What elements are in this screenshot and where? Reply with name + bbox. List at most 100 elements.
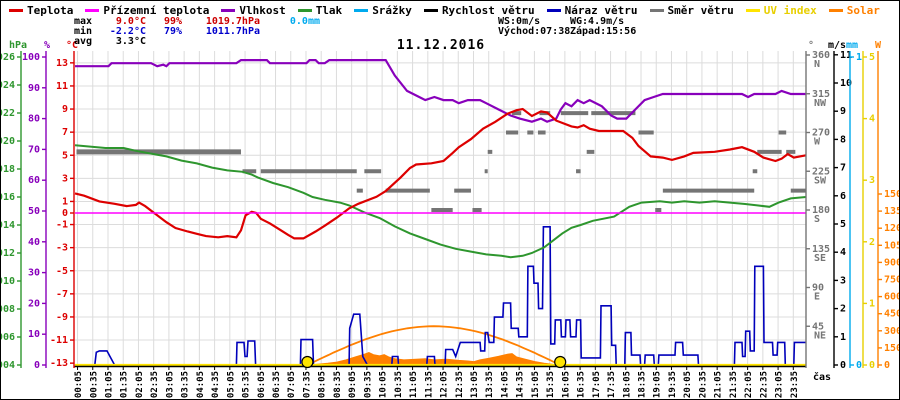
svg-text:150: 150: [884, 343, 899, 354]
legend-item-1: Teplota: [9, 4, 73, 17]
legend-swatch: [85, 9, 100, 12]
svg-text:1: 1: [856, 52, 862, 63]
svg-text:450: 450: [884, 309, 899, 320]
svg-text:-5: -5: [56, 266, 68, 277]
x-tick-label: 05:35: [242, 371, 252, 398]
x-tick-label: 20:35: [698, 371, 708, 398]
x-tick-label: 14:05: [500, 371, 510, 398]
x-axis-labels: 00:05 00:35 01:05 01:35 02:05 02:35 03:05 03:35…: [74, 367, 831, 398]
svg-text:-1: -1: [56, 220, 68, 231]
x-tick-label: 09:05: [348, 371, 358, 398]
uv-axis: 5 4 3 2 1 0: [862, 51, 875, 371]
svg-text:°C: °C: [66, 40, 78, 51]
solar-axis: W15001350120010509007506004503001500: [875, 40, 899, 371]
svg-text:0: 0: [884, 360, 890, 371]
x-tick-label: 13:05: [470, 371, 480, 398]
legend-swatch: [745, 9, 760, 12]
sunrise-marker: [301, 355, 314, 369]
x-tick-label: 18:05: [622, 371, 632, 398]
svg-text:11: 11: [840, 50, 852, 61]
legend-label: Teplota: [27, 4, 74, 17]
x-tick-label: 20:05: [683, 371, 693, 398]
x-tick-label: 12:35: [455, 371, 465, 398]
svg-text:1050: 1050: [884, 240, 899, 251]
svg-text:1500: 1500: [884, 189, 899, 200]
svg-text:1010: 1010: [1, 276, 15, 287]
humidity-line: [75, 58, 806, 123]
x-tick-label: 09:35: [363, 371, 373, 398]
svg-text:1: 1: [62, 196, 68, 207]
x-tick-label: 19:05: [653, 371, 663, 398]
svg-text:20: 20: [28, 298, 40, 309]
stats-row-min: min -2.2°C 79% 1011.7hPa: [74, 27, 320, 37]
svg-text:7: 7: [840, 163, 846, 174]
svg-text:%: %: [44, 40, 50, 51]
max-label: max: [74, 16, 93, 27]
legend-item-4: Tlak: [297, 4, 343, 17]
svg-text:40: 40: [28, 237, 40, 248]
x-tick-label: 13:35: [485, 371, 495, 398]
svg-text:50: 50: [28, 206, 40, 217]
svg-text:0: 0: [856, 360, 862, 371]
x-tick-label: 06:05: [257, 371, 267, 398]
svg-text:900: 900: [884, 257, 899, 268]
svg-text:135: 135: [812, 244, 830, 255]
svg-text:315: 315: [812, 89, 830, 100]
svg-text:1200: 1200: [884, 223, 899, 234]
x-tick-label: 17:05: [592, 371, 602, 398]
wind-gust-stat: WG:4.9m/s: [570, 16, 625, 27]
svg-text:1018: 1018: [1, 164, 15, 175]
svg-text:-7: -7: [56, 289, 68, 300]
svg-text:1026: 1026: [1, 52, 15, 63]
x-tick-label: 23:05: [775, 371, 785, 398]
svg-text:100: 100: [22, 52, 40, 63]
svg-text:270: 270: [812, 128, 830, 139]
x-tick-label: 07:05: [287, 371, 297, 398]
svg-text:70: 70: [28, 144, 40, 155]
svg-text:m/s: m/s: [828, 40, 846, 51]
legend-item-5: Srážky: [354, 4, 412, 17]
x-tick-label: 08:05: [318, 371, 328, 398]
x-tick-label: 21:35: [729, 371, 739, 398]
svg-text:-3: -3: [56, 243, 68, 254]
x-tick-label: 11:35: [424, 371, 434, 398]
legend-swatch: [649, 9, 664, 12]
svg-text:300: 300: [884, 326, 899, 337]
stats-row-max: max 9.0°C 99% 1019.7hPa 0.0mm: [74, 17, 320, 27]
svg-text:1350: 1350: [884, 206, 899, 217]
sunrise-time: Východ:07:38: [498, 26, 571, 37]
x-tick-label: 04:35: [211, 371, 221, 398]
legend-swatch: [221, 9, 236, 12]
chart-title: 11.12.2016: [396, 38, 486, 53]
wind-direction-segments: [76, 111, 806, 213]
avg-temperature: 3.3°C: [115, 36, 146, 47]
x-tick-label: 11:05: [409, 371, 419, 398]
svg-text:1024: 1024: [1, 80, 15, 91]
legend-label: Tlak: [315, 4, 343, 17]
x-tick-label: 02:05: [135, 371, 145, 398]
precip-total: 0.0mm: [289, 16, 320, 27]
legend-label: Směr větru: [667, 4, 734, 17]
svg-text:NW: NW: [814, 98, 827, 109]
legend-swatch: [354, 9, 369, 12]
svg-text:750: 750: [884, 275, 899, 286]
svg-text:S: S: [814, 214, 820, 225]
x-tick-label: 04:05: [196, 371, 206, 398]
svg-text:11: 11: [56, 81, 68, 92]
legend-label: Solar: [846, 4, 880, 17]
legend: Teplota Přízemní teplota Vlhkost Tlak Srážky…: [9, 4, 880, 17]
svg-text:1012: 1012: [1, 248, 15, 259]
svg-text:-13: -13: [50, 358, 68, 369]
svg-text:0: 0: [34, 360, 40, 371]
svg-text:9: 9: [840, 106, 846, 117]
legend-label: Rychlost větru: [441, 4, 535, 17]
legend-swatch: [828, 9, 843, 12]
x-tick-label: 07:35: [302, 371, 312, 398]
svg-text:360: 360: [812, 50, 830, 61]
sunset-time: Západ:15:56: [570, 26, 637, 37]
legend-swatch: [297, 9, 312, 12]
